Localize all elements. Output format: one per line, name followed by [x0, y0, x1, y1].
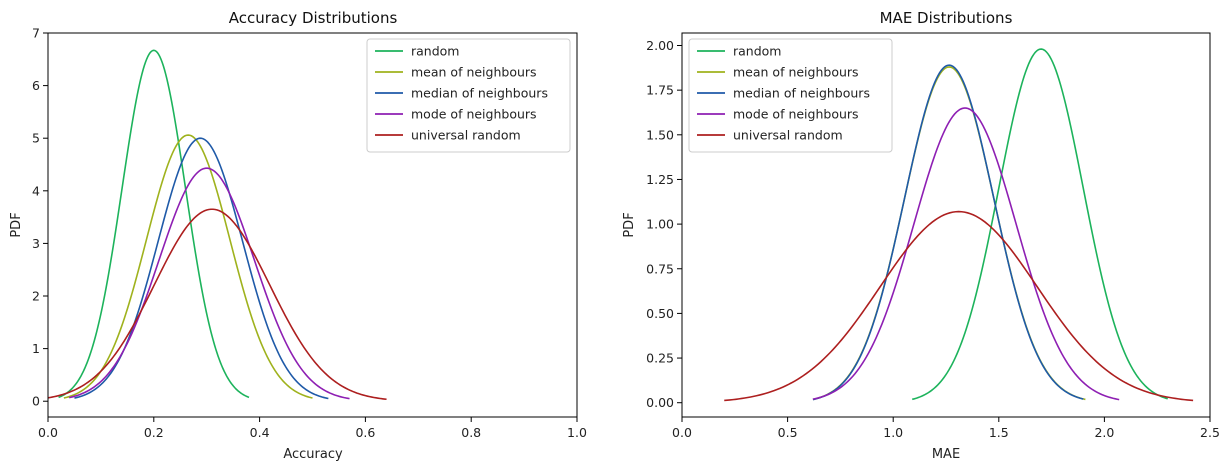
accuracy-chart: Accuracy Distributions 0.0 0.2 0.4 0.6 0.8 1.…: [9, 9, 587, 462]
plot-frame: [681, 32, 1211, 418]
y-tick-label: 1.25: [646, 172, 674, 187]
y-tick-label: 3: [32, 236, 40, 251]
chart-title: MAE Distributions: [880, 9, 1013, 27]
y-tick-label: 7: [32, 26, 40, 41]
x-tick-label: 0.8: [461, 425, 481, 440]
y-axis-label: PDF: [622, 212, 637, 237]
y-tick-label: 0: [32, 394, 40, 409]
y-tick-label: 1.50: [646, 127, 674, 142]
series-line-3: [68, 167, 350, 400]
y-tick-label: 4: [32, 183, 40, 198]
legend-label: median of neighbours: [411, 86, 548, 101]
x-tick-label: 1.0: [567, 425, 587, 440]
y-axis-label: PDF: [9, 212, 24, 237]
y-tick-label: 2: [32, 289, 40, 304]
x-tick-label: 0.0: [38, 425, 58, 440]
y-tick-label: 1: [32, 341, 40, 356]
x-tick-label: 0.2: [144, 425, 164, 440]
plot-frame: [47, 32, 578, 418]
series-line-2: [74, 137, 329, 400]
legend-label: universal random: [411, 128, 521, 143]
legend-label: universal random: [733, 128, 843, 143]
x-tick-label: 0.4: [250, 425, 270, 440]
legend-label: mean of neighbours: [733, 65, 859, 80]
legend-box: [688, 38, 893, 153]
legend-label: median of neighbours: [733, 86, 870, 101]
x-axis-label: MAE: [932, 447, 960, 462]
y-tick-label: 2.00: [646, 38, 674, 53]
y-tick-label: 0.75: [646, 261, 674, 276]
series-line-1: [63, 134, 313, 399]
x-tick-label: 1.5: [989, 425, 1009, 440]
series-line-4: [724, 210, 1194, 402]
y-tick-label: 5: [32, 131, 40, 146]
legend-label: random: [733, 44, 781, 59]
mae-chart: MAE Distributions 0.0 0.5 1.0 1.5 2.0 2.5 0.0…: [622, 9, 1220, 462]
series-layer: [724, 48, 1194, 402]
series-layer: [47, 49, 387, 401]
series-line-3: [812, 107, 1120, 401]
y-tick-label: 0.00: [646, 395, 674, 410]
y-tick-label: 1.75: [646, 83, 674, 98]
x-tick-label: 2.5: [1200, 425, 1220, 440]
series-line-2: [812, 64, 1084, 401]
legend-label: mode of neighbours: [733, 107, 859, 122]
series-line-0: [58, 49, 250, 399]
x-tick-label: 0.0: [672, 425, 692, 440]
y-axis: 0.00 0.25 0.50 0.75 1.00 1.25 1.50 1.75 2.00: [646, 38, 682, 410]
legend-label: mean of neighbours: [411, 65, 537, 80]
series-line-0: [912, 48, 1168, 401]
y-axis: 0 1 2 3 4 5 6 7: [32, 26, 48, 409]
chart-title: Accuracy Distributions: [229, 9, 398, 27]
x-tick-label: 0.5: [778, 425, 798, 440]
x-axis-label: Accuracy: [283, 447, 343, 462]
x-tick-label: 2.0: [1094, 425, 1114, 440]
legend-label: mode of neighbours: [411, 107, 537, 122]
y-tick-label: 0.25: [646, 351, 674, 366]
x-axis: 0.0 0.2 0.4 0.6 0.8 1.0: [38, 417, 587, 440]
legend-box: [366, 38, 571, 153]
legend-label: random: [411, 44, 459, 59]
legend: random mean of neighbours median of neighb…: [366, 38, 571, 153]
y-tick-label: 0.50: [646, 306, 674, 321]
legend: random mean of neighbours median of neighb…: [688, 38, 893, 153]
y-tick-label: 1.00: [646, 217, 674, 232]
y-tick-label: 6: [32, 78, 40, 93]
x-tick-label: 0.6: [355, 425, 375, 440]
x-axis: 0.0 0.5 1.0 1.5 2.0 2.5: [672, 417, 1220, 440]
x-tick-label: 1.0: [883, 425, 903, 440]
series-line-4: [47, 208, 387, 401]
